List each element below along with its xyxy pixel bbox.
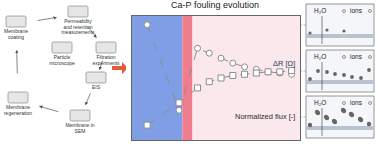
svg-text:Membraneregeneration: Membraneregeneration (4, 104, 32, 116)
svg-text:H₂O: H₂O (314, 53, 326, 60)
svg-text:Permeabilityand retentionmeasu: Permeabilityand retentionmeasurements (61, 18, 95, 35)
svg-text:ions: ions (350, 7, 363, 14)
svg-text:Filtrationexperiments: Filtrationexperiments (92, 54, 120, 66)
svg-text:Ca-P fouling evolution: Ca-P fouling evolution (171, 0, 259, 10)
svg-text:Membranecoating: Membranecoating (4, 28, 28, 40)
svg-text:ΔR [Ω]: ΔR [Ω] (273, 59, 295, 68)
svg-text:Membrane inSEM: Membrane inSEM (65, 122, 94, 134)
svg-text:H₂O: H₂O (314, 7, 326, 14)
svg-text:Particlemicroscope: Particlemicroscope (49, 54, 75, 66)
svg-text:EIS: EIS (92, 84, 101, 90)
svg-text:ions: ions (350, 99, 363, 106)
svg-text:H₂O: H₂O (314, 99, 326, 106)
svg-text:Normalized flux [-]: Normalized flux [-] (235, 112, 295, 121)
svg-text:ions: ions (350, 53, 363, 60)
